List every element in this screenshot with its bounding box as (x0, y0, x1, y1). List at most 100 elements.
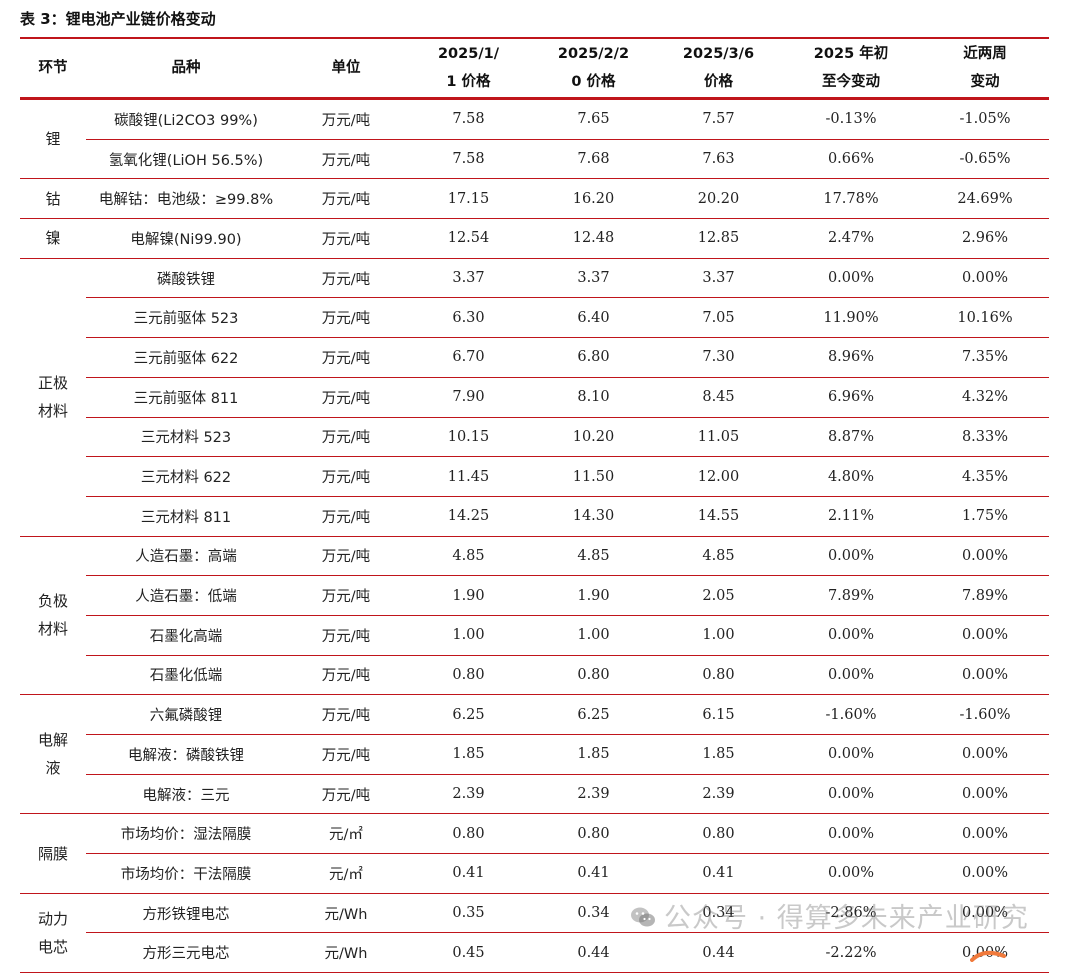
two-week-change-cell: 0.00% (921, 734, 1049, 775)
ytd-change-cell: 2.47% (781, 218, 921, 259)
ytd-change-cell: 0.00% (781, 813, 921, 855)
price-feb-cell: 1.00 (531, 615, 656, 656)
table-row: 动力 电芯 方形铁锂电芯 元/Wh 0.35 0.34 0.34 -2.86% 0.00% (20, 893, 1049, 973)
two-week-change-cell: 24.69% (921, 178, 1049, 220)
name-cell: 石墨化高端 (86, 615, 286, 656)
header-price-feb: 2025/2/2 0 价格 (557, 46, 630, 90)
price-jan-cell: 1.00 (406, 615, 531, 656)
price-feb-cell: 4.85 (531, 536, 656, 577)
table-caption: 表 3：锂电池产业链价格变动 (20, 10, 216, 28)
ytd-change-cell: 8.96% (781, 337, 921, 378)
table-row: 电解液：磷酸铁锂 万元/吨 1.85 1.85 1.85 0.00% 0.00% (20, 734, 1049, 775)
price-jan-cell: 7.58 (406, 97, 531, 140)
segment-label: 锂 (45, 130, 61, 149)
price-mar-cell: 0.44 (656, 932, 781, 973)
ytd-change-cell: 0.00% (781, 258, 921, 299)
name-cell: 人造石墨：高端 (86, 536, 286, 577)
price-feb-cell: 7.68 (531, 139, 656, 180)
table-row: 三元前驱体 622 万元/吨 6.70 6.80 7.30 8.96% 7.35% (20, 337, 1049, 378)
price-feb-cell: 6.80 (531, 337, 656, 378)
name-cell: 六氟磷酸锂 (86, 694, 286, 735)
two-week-change-cell: 10.16% (921, 297, 1049, 339)
ytd-change-cell: 0.00% (781, 774, 921, 815)
price-mar-cell: 14.55 (656, 496, 781, 537)
price-feb-cell: 11.50 (531, 456, 656, 497)
name-cell: 三元材料 622 (86, 456, 286, 497)
header-product: 品种 (171, 60, 201, 76)
segment-label: 材料 (37, 402, 68, 421)
price-jan-cell: 1.85 (406, 734, 531, 775)
table-row: 三元前驱体 811 万元/吨 7.90 8.10 8.45 6.96% 4.32% (20, 377, 1049, 418)
price-jan-cell: 0.41 (406, 853, 531, 894)
ytd-change-cell: 0.66% (781, 139, 921, 180)
name-cell: 三元前驱体 523 (86, 297, 286, 339)
segment-cell: 隔膜 (20, 813, 86, 894)
price-feb-cell: 0.80 (531, 655, 656, 696)
name-cell: 人造石墨：低端 (86, 575, 286, 616)
price-jan-cell: 6.70 (406, 337, 531, 378)
two-week-change-cell: 0.00% (921, 813, 1049, 855)
two-week-change-cell: -0.65% (921, 139, 1049, 180)
table-row: 石墨化低端 万元/吨 0.80 0.80 0.80 0.00% 0.00% (20, 655, 1049, 696)
two-week-change-cell: 1.75% (921, 496, 1049, 537)
name-cell: 三元前驱体 622 (86, 337, 286, 378)
price-jan-cell: 12.54 (406, 218, 531, 259)
table-row: 三元材料 811 万元/吨 14.25 14.30 14.55 2.11% 1.75% (20, 496, 1049, 537)
name-cell: 三元材料 811 (86, 496, 286, 537)
price-mar-cell: 2.39 (656, 774, 781, 815)
price-feb-cell: 8.10 (531, 377, 656, 418)
price-mar-cell: 4.85 (656, 536, 781, 577)
unit-cell: 万元/吨 (286, 694, 406, 735)
price-feb-cell: 1.90 (531, 575, 656, 616)
ytd-change-cell: 0.00% (781, 853, 921, 894)
price-feb-cell: 3.37 (531, 258, 656, 299)
price-feb-cell: 0.44 (531, 932, 656, 973)
two-week-change-cell: 0.00% (921, 615, 1049, 656)
header-rule (20, 97, 1049, 100)
unit-cell: 万元/吨 (286, 456, 406, 497)
price-feb-cell: 6.40 (531, 297, 656, 339)
price-jan-cell: 0.45 (406, 932, 531, 973)
ytd-change-cell: 0.00% (781, 536, 921, 577)
ytd-change-cell: 0.00% (781, 655, 921, 696)
price-mar-cell: 7.63 (656, 139, 781, 180)
segment-label: 电芯 (37, 937, 68, 956)
price-feb-cell: 0.34 (531, 893, 656, 934)
table-row: 正极 材料 磷酸铁锂 万元/吨 3.37 3.37 3.37 0.00% 0.00% (20, 258, 1049, 537)
segment-cell: 动力 电芯 (20, 893, 86, 973)
table-row: 市场均价：干法隔膜 元/㎡ 0.41 0.41 0.41 0.00% 0.00% (20, 853, 1049, 894)
header-two-week-change: 近两周 变动 (963, 46, 1007, 90)
unit-cell: 万元/吨 (286, 97, 406, 140)
unit-cell: 万元/吨 (286, 178, 406, 220)
unit-cell: 万元/吨 (286, 734, 406, 775)
two-week-change-cell: 8.33% (921, 417, 1049, 458)
table-row: 三元前驱体 523 万元/吨 6.30 6.40 7.05 11.90% 10.16% (20, 297, 1049, 339)
table-row: 隔膜 市场均价：湿法隔膜 元/㎡ 0.80 0.80 0.80 0.00% 0.00% (20, 813, 1049, 894)
price-jan-cell: 14.25 (406, 496, 531, 537)
price-jan-cell: 3.37 (406, 258, 531, 299)
name-cell: 磷酸铁锂 (86, 258, 286, 299)
price-jan-cell: 11.45 (406, 456, 531, 497)
name-cell: 三元前驱体 811 (86, 377, 286, 418)
ytd-change-cell: 2.11% (781, 496, 921, 537)
name-cell: 方形三元电芯 (86, 932, 286, 973)
two-week-change-cell: 7.35% (921, 337, 1049, 378)
price-mar-cell: 0.34 (656, 893, 781, 934)
table-row: 三元材料 523 万元/吨 10.15 10.20 11.05 8.87% 8.33% (20, 417, 1049, 458)
two-week-change-cell: 4.35% (921, 456, 1049, 497)
table-row: 镍 电解镍(Ni99.90) 万元/吨 12.54 12.48 12.85 2.47% 2.9… (20, 218, 1049, 259)
name-cell: 石墨化低端 (86, 655, 286, 696)
two-week-change-cell: 0.00% (921, 853, 1049, 894)
table-row: 负极 材料 人造石墨：高端 万元/吨 4.85 4.85 4.85 0.00% 0.00% (20, 536, 1049, 696)
header-row: 环节 品种 单位 2025/1/1 价格 2025/2/2 0 价格 2025/3… (20, 39, 1049, 99)
name-cell: 市场均价：湿法隔膜 (86, 813, 286, 855)
ytd-change-cell: 0.00% (781, 615, 921, 656)
ytd-change-cell: -0.13% (781, 97, 921, 140)
segment-label: 负极 (37, 592, 68, 611)
watermark-text: 公众号 · 得算多未来产业研究 (664, 903, 1029, 934)
table-row: 石墨化高端 万元/吨 1.00 1.00 1.00 0.00% 0.00% (20, 615, 1049, 656)
name-cell: 电解液：三元 (86, 774, 286, 815)
two-week-change-cell: 0.00% (921, 655, 1049, 696)
price-feb-cell: 2.39 (531, 774, 656, 815)
price-feb-cell: 0.80 (531, 813, 656, 855)
